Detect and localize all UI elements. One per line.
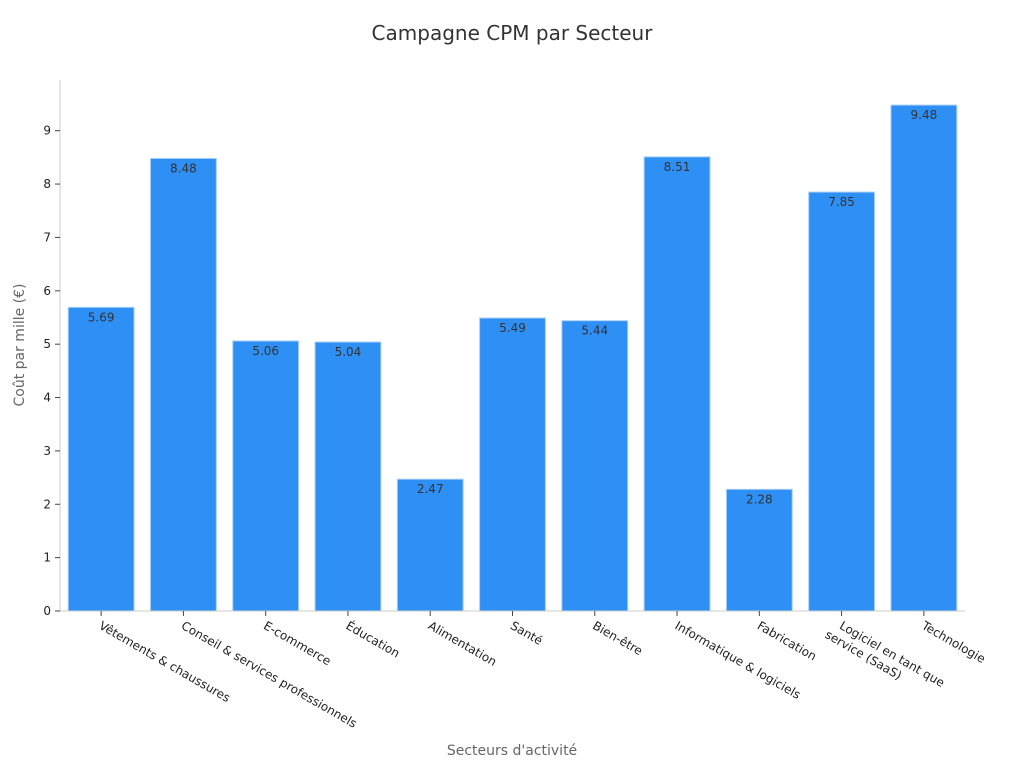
x-axis-title: Secteurs d'activité (447, 743, 577, 759)
data-label: 8.51 (664, 160, 691, 174)
y-tick-label: 5 (43, 337, 51, 351)
bar (67, 306, 135, 612)
data-label: 9.48 (911, 108, 938, 122)
bar (479, 317, 546, 612)
x-tick-label: Fabrication (755, 618, 819, 663)
bar (890, 104, 958, 612)
data-label: 5.69 (88, 310, 115, 324)
y-tick-label: 3 (43, 444, 51, 458)
x-tick-label: Bien-être (590, 618, 645, 658)
x-tick-label: Alimentation (426, 618, 499, 668)
data-label: 5.44 (581, 324, 608, 338)
bar (232, 340, 300, 612)
y-tick-label: 4 (43, 391, 51, 405)
bar (643, 156, 711, 612)
data-label: 2.47 (417, 482, 444, 496)
data-label: 8.48 (170, 161, 197, 175)
data-label: 5.49 (499, 321, 526, 335)
bar (725, 488, 793, 612)
y-axis-title: Coût par mille (€) (12, 283, 28, 406)
y-tick-label: 0 (43, 604, 51, 618)
x-tick-label: Vêtements & chaussures (97, 618, 233, 705)
x-tick-label: Éducation (343, 618, 402, 661)
y-tick-label: 8 (43, 177, 51, 191)
labels-layer: 5.69 8.48 5.06 5.04 2.47 5.49 5.44 8.51 2.28 7.85… (88, 108, 937, 506)
y-tick-label: 1 (43, 551, 51, 565)
x-tick-label: Conseil & services professionnels (179, 618, 359, 730)
data-label: 5.04 (335, 345, 362, 359)
y-tick-label: 6 (43, 284, 51, 298)
bar (561, 320, 629, 612)
bar (396, 478, 464, 612)
bar (150, 157, 217, 612)
y-tick-label: 9 (43, 124, 51, 138)
data-label: 2.28 (746, 492, 773, 506)
data-label: 5.06 (252, 344, 279, 358)
bar (314, 341, 382, 612)
bar (808, 191, 876, 612)
y-tick-label: 7 (43, 230, 51, 244)
chart-title: Campagne CPM par Secteur (372, 21, 654, 45)
y-tick-label: 2 (43, 497, 51, 511)
x-tick-label: E-commerce (261, 618, 333, 668)
x-tick-label: Santé (508, 618, 545, 647)
bars-layer (67, 104, 958, 612)
data-label: 7.85 (828, 195, 855, 209)
x-tick-label: Technologie (918, 618, 987, 666)
